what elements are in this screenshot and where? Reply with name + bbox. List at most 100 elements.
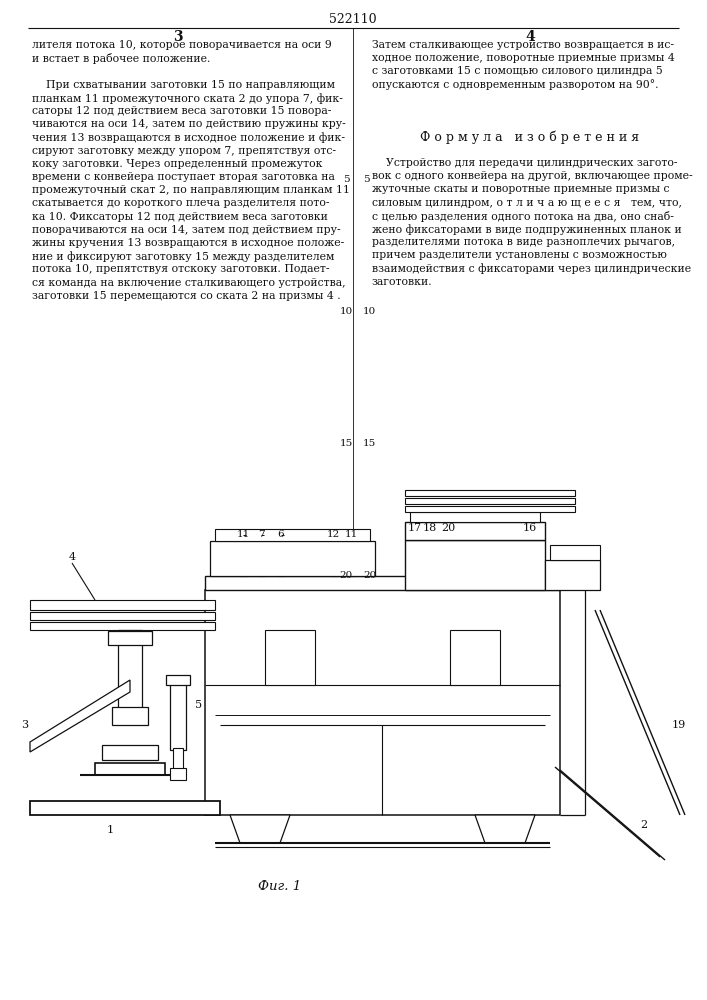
Text: и встает в рабочее положение.: и встает в рабочее положение. <box>32 53 211 64</box>
Text: Фиг. 1: Фиг. 1 <box>259 880 302 893</box>
Text: планкам 11 промежуточного ската 2 до упора 7, фик-: планкам 11 промежуточного ската 2 до упо… <box>32 93 343 104</box>
Bar <box>256 553 267 558</box>
Bar <box>405 506 575 512</box>
Text: При схватывании заготовки 15 по направляющим: При схватывании заготовки 15 по направля… <box>32 80 335 90</box>
Bar <box>348 556 355 576</box>
Bar <box>410 512 540 522</box>
Text: Затем сталкивающее устройство возвращается в ис-: Затем сталкивающее устройство возвращает… <box>372 40 674 50</box>
Text: 11: 11 <box>236 530 250 539</box>
Text: 4: 4 <box>69 552 76 562</box>
Text: Ф о р м у л а   и з о б р е т е н и я: Ф о р м у л а и з о б р е т е н и я <box>421 130 640 143</box>
Bar <box>450 630 500 685</box>
Text: чения 13 возвращаются в исходное положение и фик-: чения 13 возвращаются в исходное положен… <box>32 132 345 143</box>
Bar <box>30 801 220 815</box>
Text: времени с конвейера поступает вторая заготовка на: времени с конвейера поступает вторая заг… <box>32 172 335 182</box>
Text: 5: 5 <box>363 176 370 184</box>
Bar <box>550 545 600 560</box>
Text: 20: 20 <box>339 572 353 580</box>
Text: жуточные скаты и поворотные приемные призмы с: жуточные скаты и поворотные приемные при… <box>372 184 670 194</box>
Text: 15: 15 <box>339 440 353 448</box>
Text: разделителями потока в виде разноплечих рычагов,: разделителями потока в виде разноплечих … <box>372 237 675 247</box>
Text: 10: 10 <box>339 308 353 316</box>
Text: жины кручения 13 возвращаются в исходное положе-: жины кручения 13 возвращаются в исходное… <box>32 238 344 248</box>
Text: жено фиксаторами в виде подпружиненных планок и: жено фиксаторами в виде подпружиненных п… <box>372 224 682 235</box>
Text: поворачиваются на оси 14, затем под действием пру-: поворачиваются на оси 14, затем под дейс… <box>32 225 341 235</box>
Text: заготовки 15 перемещаются со ската 2 на призмы 4 .: заготовки 15 перемещаются со ската 2 на … <box>32 291 341 301</box>
Text: ходное положение, поворотные приемные призмы 4: ходное положение, поворотные приемные пр… <box>372 53 674 63</box>
Text: 18: 18 <box>423 523 437 533</box>
Bar <box>405 522 545 540</box>
Text: 4: 4 <box>525 30 535 44</box>
Bar <box>346 553 357 558</box>
Text: потока 10, препятствуя отскоку заготовки. Подает-: потока 10, препятствуя отскоку заготовки… <box>32 264 329 274</box>
Bar <box>238 553 249 558</box>
Text: вок с одного конвейера на другой, включающее проме-: вок с одного конвейера на другой, включа… <box>372 171 693 181</box>
Text: сируют заготовку между упором 7, препятствуя отс-: сируют заготовку между упором 7, препятс… <box>32 146 336 156</box>
Bar <box>276 553 287 558</box>
Text: промежуточный скат 2, по направляющим планкам 11: промежуточный скат 2, по направляющим пл… <box>32 185 350 195</box>
Text: 3: 3 <box>173 30 183 44</box>
Bar <box>278 556 285 576</box>
Text: 20: 20 <box>363 572 376 580</box>
Text: 20: 20 <box>441 523 455 533</box>
Bar <box>405 498 575 504</box>
Bar <box>240 556 247 576</box>
Text: 17: 17 <box>408 523 422 533</box>
Text: взаимодействия с фиксаторами через цилиндрические: взаимодействия с фиксаторами через цилин… <box>372 264 691 274</box>
Bar <box>330 556 337 576</box>
Bar <box>258 556 265 576</box>
Text: 5: 5 <box>343 176 349 184</box>
Text: лителя потока 10, которое поворачивается на оси 9: лителя потока 10, которое поворачивается… <box>32 40 332 50</box>
Bar <box>173 748 183 770</box>
Bar <box>265 630 315 685</box>
Text: ка 10. Фиксаторы 12 под действием веса заготовки: ка 10. Фиксаторы 12 под действием веса з… <box>32 212 328 222</box>
Text: 1: 1 <box>107 825 114 835</box>
Bar <box>405 490 575 496</box>
Bar <box>108 631 152 645</box>
Text: 10: 10 <box>363 308 376 316</box>
Text: заготовки.: заготовки. <box>372 277 433 287</box>
Text: силовым цилиндром, о т л и ч а ю щ е е с я   тем, что,: силовым цилиндром, о т л и ч а ю щ е е с… <box>372 198 682 208</box>
Text: 2: 2 <box>640 820 647 830</box>
Bar <box>30 622 215 630</box>
Bar <box>545 560 600 590</box>
Text: 12: 12 <box>327 530 339 539</box>
Bar <box>405 540 545 590</box>
Bar <box>30 612 215 620</box>
Text: скатывается до короткого плеча разделителя пото-: скатывается до короткого плеча разделите… <box>32 198 329 208</box>
Text: 3: 3 <box>21 720 28 730</box>
Text: ние и фиксируют заготовку 15 между разделителем: ние и фиксируют заготовку 15 между разде… <box>32 251 334 262</box>
Polygon shape <box>230 815 290 843</box>
Text: с заготовками 15 с помощью силового цилиндра 5: с заготовками 15 с помощью силового цили… <box>372 66 662 76</box>
Polygon shape <box>475 815 535 843</box>
Text: 7: 7 <box>257 530 264 539</box>
Text: причем разделители установлены с возможностью: причем разделители установлены с возможн… <box>372 250 667 260</box>
Bar <box>30 600 215 610</box>
Text: 11: 11 <box>344 530 358 539</box>
Text: 522110: 522110 <box>329 13 377 26</box>
Text: ся команда на включение сталкивающего устройства,: ся команда на включение сталкивающего ус… <box>32 278 346 288</box>
Text: Устройство для передачи цилиндрических загото-: Устройство для передачи цилиндрических з… <box>372 158 677 168</box>
Bar <box>215 529 370 541</box>
Text: коку заготовки. Через определенный промежуток: коку заготовки. Через определенный проме… <box>32 159 322 169</box>
Text: 16: 16 <box>523 523 537 533</box>
Text: опускаются с одновременным разворотом на 90°.: опускаются с одновременным разворотом на… <box>372 80 658 90</box>
Bar <box>170 768 186 780</box>
Text: чиваются на оси 14, затем по действию пружины кру-: чиваются на оси 14, затем по действию пр… <box>32 119 346 129</box>
Bar <box>166 675 190 685</box>
Bar <box>205 576 560 590</box>
Text: 5: 5 <box>195 700 202 710</box>
Polygon shape <box>30 680 130 752</box>
Text: саторы 12 под действием веса заготовки 15 повора-: саторы 12 под действием веса заготовки 1… <box>32 106 332 116</box>
Bar <box>95 763 165 775</box>
Text: 19: 19 <box>672 720 686 730</box>
Text: с целью разделения одного потока на два, оно снаб-: с целью разделения одного потока на два,… <box>372 211 674 222</box>
Text: 15: 15 <box>363 440 376 448</box>
Bar <box>112 707 148 725</box>
Bar <box>170 680 186 750</box>
Bar <box>210 541 375 576</box>
Bar <box>328 553 339 558</box>
Bar <box>205 590 560 815</box>
Bar <box>102 745 158 760</box>
Bar <box>118 630 142 710</box>
